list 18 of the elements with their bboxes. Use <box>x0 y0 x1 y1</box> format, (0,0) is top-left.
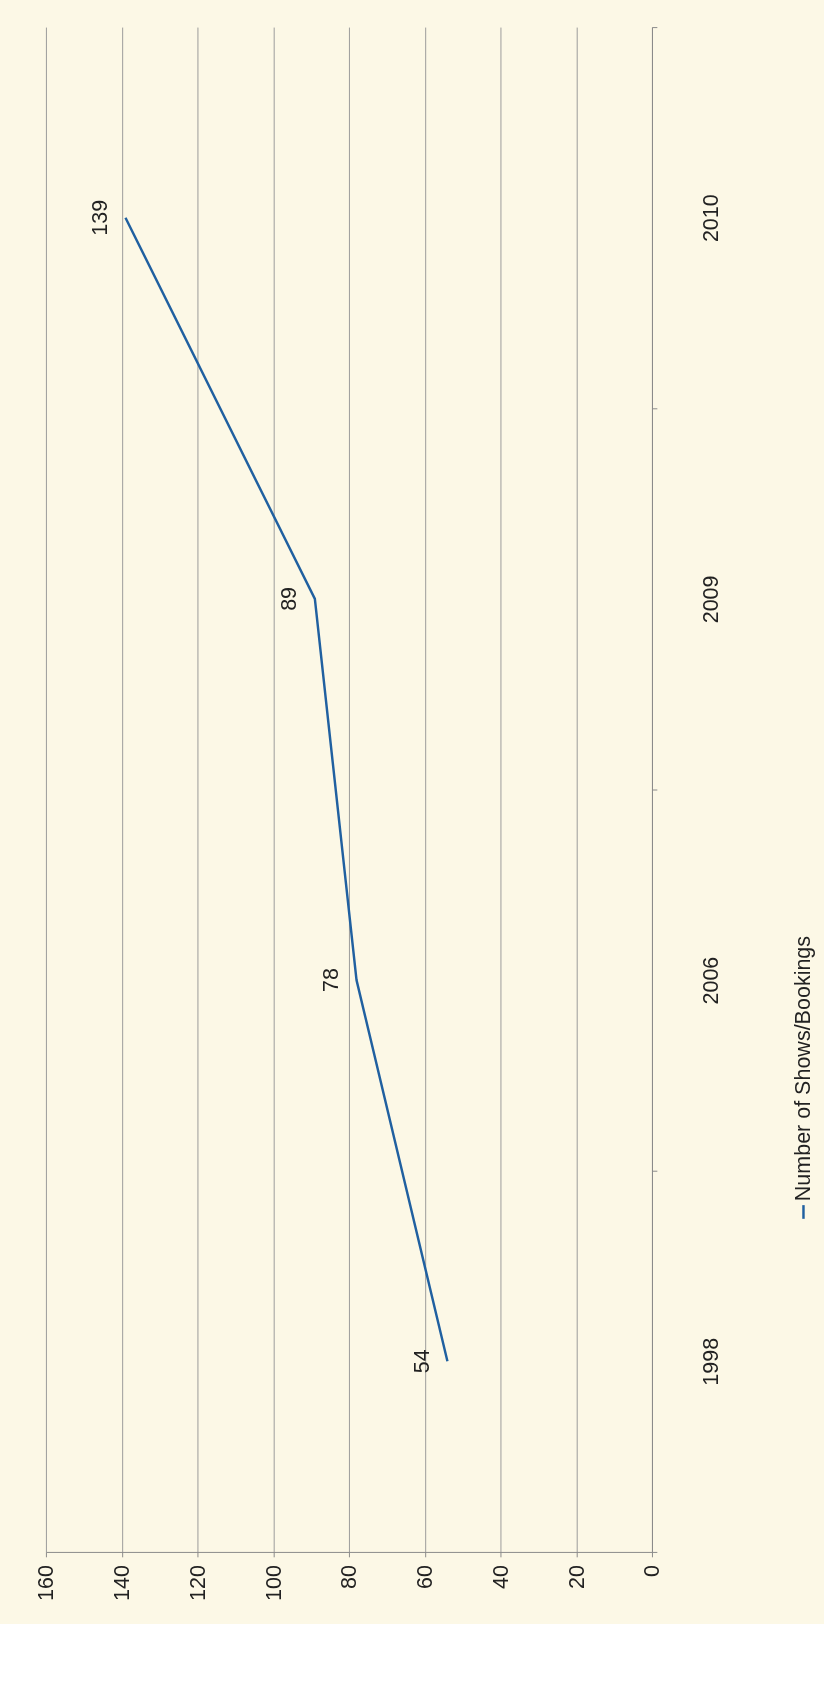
y-tick-label: 2009 <box>698 575 723 624</box>
x-tick-label: 100 <box>261 1565 286 1602</box>
text: Number of Shows/Bookings <box>791 935 816 1202</box>
x-tick-label: 160 <box>34 1565 59 1602</box>
x-tick-label: 80 <box>337 1565 362 1590</box>
data-label: 139 <box>87 199 112 236</box>
data-label: 54 <box>409 1349 434 1374</box>
data-label: 78 <box>318 968 343 993</box>
x-tick-label: 120 <box>185 1565 210 1602</box>
x-tick-label: 60 <box>413 1565 438 1590</box>
y-tick-label: 1998 <box>698 1337 723 1386</box>
x-tick-label: 0 <box>640 1565 665 1578</box>
y-tick-label: 2006 <box>698 956 723 1005</box>
y-tick-label: 2010 <box>698 194 723 243</box>
x-tick-label: 20 <box>564 1565 589 1590</box>
x-tick-label: 140 <box>110 1565 135 1602</box>
data-label: 89 <box>277 586 302 611</box>
x-tick-label: 40 <box>488 1565 513 1590</box>
